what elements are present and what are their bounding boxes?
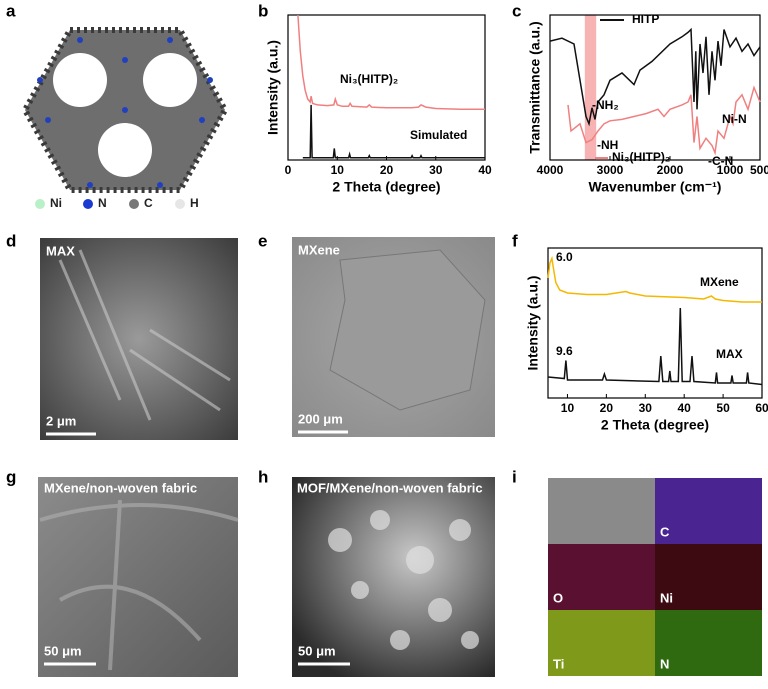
series-line — [547, 307, 763, 386]
x-tick-label: 40 — [478, 163, 492, 177]
texture — [39, 499, 239, 671]
series-line — [297, 14, 485, 111]
x-axis-title: 2 Theta (degree) — [601, 417, 709, 433]
series-line — [567, 85, 761, 156]
y-axis-title: Intensity (a.u.) — [525, 276, 541, 371]
sem-image — [40, 238, 238, 440]
panel-label: e — [258, 231, 267, 250]
x-tick-label: 50 — [716, 401, 730, 415]
x-tick-label: 40 — [678, 401, 692, 415]
texture — [328, 510, 479, 650]
series-label: MXene — [700, 275, 739, 289]
series-label: Ni₃(HITP)₂ — [612, 150, 670, 164]
annotation: 6.0 — [556, 250, 573, 264]
x-tick-label: 2000 — [657, 163, 684, 177]
annotation: -C-N — [708, 154, 733, 168]
sheet — [329, 249, 486, 411]
legend-marker — [83, 199, 93, 209]
panel-label: d — [6, 231, 16, 250]
legend-label: H — [190, 196, 199, 210]
eds-map — [655, 478, 762, 544]
legend-marker — [175, 199, 185, 209]
scale-label: 50 μm — [298, 643, 336, 658]
x-tick-label: 1000 — [717, 163, 744, 177]
image-label: MXene/non-woven fabric — [44, 480, 197, 495]
highlight-band — [584, 15, 597, 160]
image-label: MOF/MXene/non-woven fabric — [297, 480, 483, 495]
legend-label: N — [98, 196, 107, 210]
panel-label: h — [258, 467, 268, 486]
texture — [58, 249, 231, 421]
legend-marker — [129, 199, 139, 209]
legend-label: Ni — [50, 196, 62, 210]
panel-label: a — [6, 1, 16, 20]
image-label: MXene — [298, 242, 340, 257]
x-tick-label: 10 — [561, 401, 575, 415]
y-axis-title: Intensity (a.u.) — [265, 40, 281, 135]
series-label: Ni₃(HITP)₂ — [340, 72, 398, 86]
map-label: Ni — [660, 590, 673, 605]
legend-label: C — [144, 196, 153, 210]
annotation: Ni-N — [722, 112, 747, 126]
scale-label: 2 μm — [46, 413, 76, 428]
eds-map — [548, 544, 655, 610]
map-label: C — [660, 524, 670, 539]
panel-label: b — [258, 1, 268, 20]
map-label: O — [553, 590, 563, 605]
annotation: -NH₂ — [592, 98, 619, 112]
x-tick-label: 4000 — [537, 163, 564, 177]
annotation: 9.6 — [556, 344, 573, 358]
panel-label: i — [512, 467, 517, 486]
x-tick-label: 500 — [750, 163, 768, 177]
eds-map — [655, 544, 762, 610]
series-line — [302, 104, 485, 159]
panel-label: g — [6, 467, 16, 486]
map-label: N — [660, 656, 669, 671]
series-line — [547, 255, 762, 303]
framework-structure — [21, 27, 229, 193]
series-line — [549, 27, 761, 127]
plot-frame — [547, 247, 763, 399]
annotation: -NH — [597, 138, 618, 152]
image-label: MAX — [46, 243, 75, 258]
series-label: Simulated — [410, 128, 467, 142]
x-tick-label: 0 — [285, 163, 292, 177]
legend-marker — [35, 199, 45, 209]
x-tick-label: 20 — [380, 163, 394, 177]
x-tick-label: 20 — [600, 401, 614, 415]
panel-label: f — [512, 231, 518, 250]
plot-frame — [549, 14, 761, 161]
eds-map — [655, 610, 762, 676]
eds-map — [548, 610, 655, 676]
x-axis-title: Wavenumber (cm⁻¹) — [589, 179, 722, 195]
x-tick-label: 30 — [639, 401, 653, 415]
x-axis-title: 2 Theta (degree) — [332, 179, 440, 195]
y-axis-title: Transmittance (a.u.) — [527, 21, 543, 153]
sem-image — [548, 478, 655, 544]
x-tick-label: 3000 — [597, 163, 624, 177]
panel-label: c — [512, 1, 521, 20]
x-tick-label: 60 — [755, 401, 768, 415]
series-label: MAX — [716, 347, 743, 361]
x-tick-label: 30 — [429, 163, 443, 177]
map-label: Ti — [553, 656, 564, 671]
scale-label: 200 μm — [298, 411, 343, 426]
scale-label: 50 μm — [44, 643, 82, 658]
x-tick-label: 10 — [331, 163, 345, 177]
series-label: HITP — [632, 12, 659, 26]
